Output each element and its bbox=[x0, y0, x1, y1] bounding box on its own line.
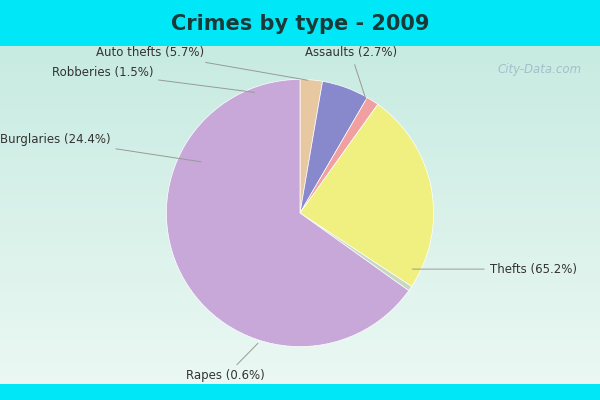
Bar bbox=[0, 359, 600, 363]
Bar bbox=[0, 274, 600, 278]
Bar bbox=[0, 278, 600, 282]
Text: Robberies (1.5%): Robberies (1.5%) bbox=[52, 66, 254, 92]
Wedge shape bbox=[300, 98, 378, 213]
Bar bbox=[0, 173, 600, 177]
Bar bbox=[0, 224, 600, 228]
Text: Auto thefts (5.7%): Auto thefts (5.7%) bbox=[95, 46, 308, 80]
Bar bbox=[0, 71, 600, 76]
Bar bbox=[0, 114, 600, 118]
Bar bbox=[0, 215, 600, 219]
Bar bbox=[0, 198, 600, 202]
Bar bbox=[0, 168, 600, 173]
Bar bbox=[0, 333, 600, 338]
Text: City-Data.com: City-Data.com bbox=[498, 63, 582, 76]
Bar bbox=[0, 126, 600, 130]
Bar bbox=[0, 270, 600, 274]
Wedge shape bbox=[300, 213, 412, 291]
Bar bbox=[0, 84, 600, 88]
Bar bbox=[0, 177, 600, 181]
Bar bbox=[0, 164, 600, 168]
Bar bbox=[0, 342, 600, 346]
Bar bbox=[0, 202, 600, 206]
Bar bbox=[0, 139, 600, 143]
Bar bbox=[0, 232, 600, 236]
Bar bbox=[0, 109, 600, 114]
Bar bbox=[0, 92, 600, 97]
Bar bbox=[0, 80, 600, 84]
Text: Thefts (65.2%): Thefts (65.2%) bbox=[412, 263, 577, 276]
Bar bbox=[0, 316, 600, 321]
Wedge shape bbox=[300, 81, 367, 213]
Text: Assaults (2.7%): Assaults (2.7%) bbox=[305, 46, 397, 100]
Wedge shape bbox=[300, 79, 323, 213]
Bar bbox=[0, 253, 600, 257]
Bar bbox=[0, 312, 600, 316]
Bar bbox=[0, 257, 600, 262]
Bar bbox=[0, 118, 600, 122]
Bar bbox=[0, 228, 600, 232]
Bar bbox=[0, 287, 600, 291]
Bar bbox=[0, 367, 600, 371]
Bar bbox=[0, 380, 600, 384]
Bar bbox=[0, 240, 600, 244]
Bar bbox=[0, 76, 600, 80]
Bar bbox=[0, 321, 600, 325]
Bar bbox=[0, 338, 600, 342]
Bar bbox=[0, 122, 600, 126]
Bar bbox=[0, 181, 600, 186]
Bar bbox=[0, 325, 600, 329]
Bar bbox=[0, 54, 600, 59]
Bar bbox=[0, 376, 600, 380]
Bar bbox=[0, 350, 600, 354]
Bar bbox=[0, 97, 600, 101]
Bar bbox=[0, 219, 600, 224]
Bar bbox=[0, 282, 600, 287]
Text: Rapes (0.6%): Rapes (0.6%) bbox=[187, 343, 265, 382]
Bar bbox=[0, 300, 600, 304]
Text: Crimes by type - 2009: Crimes by type - 2009 bbox=[171, 14, 429, 34]
Bar bbox=[0, 249, 600, 253]
Bar bbox=[0, 211, 600, 215]
Bar bbox=[0, 206, 600, 211]
Bar bbox=[0, 371, 600, 376]
Bar bbox=[0, 308, 600, 312]
Bar bbox=[0, 363, 600, 367]
Bar bbox=[0, 148, 600, 152]
Bar bbox=[0, 262, 600, 266]
Bar bbox=[0, 194, 600, 198]
Bar bbox=[0, 329, 600, 333]
Bar bbox=[0, 135, 600, 139]
Bar bbox=[0, 190, 600, 194]
Text: Burglaries (24.4%): Burglaries (24.4%) bbox=[0, 133, 201, 162]
Wedge shape bbox=[300, 104, 434, 286]
Bar bbox=[0, 244, 600, 249]
Bar bbox=[0, 354, 600, 359]
Wedge shape bbox=[166, 79, 409, 346]
Bar bbox=[0, 295, 600, 300]
Bar bbox=[0, 266, 600, 270]
Bar bbox=[0, 156, 600, 160]
Bar bbox=[0, 160, 600, 164]
Bar bbox=[0, 186, 600, 190]
Bar bbox=[0, 88, 600, 92]
Bar bbox=[0, 304, 600, 308]
Bar bbox=[0, 67, 600, 71]
Bar bbox=[0, 130, 600, 135]
Bar bbox=[0, 236, 600, 240]
Bar bbox=[0, 50, 600, 54]
Bar bbox=[0, 101, 600, 105]
Bar bbox=[0, 46, 600, 50]
Bar bbox=[0, 63, 600, 67]
Bar bbox=[0, 143, 600, 148]
Bar bbox=[0, 105, 600, 109]
Bar bbox=[0, 59, 600, 63]
Bar bbox=[0, 152, 600, 156]
Bar bbox=[0, 291, 600, 295]
Bar bbox=[0, 346, 600, 350]
